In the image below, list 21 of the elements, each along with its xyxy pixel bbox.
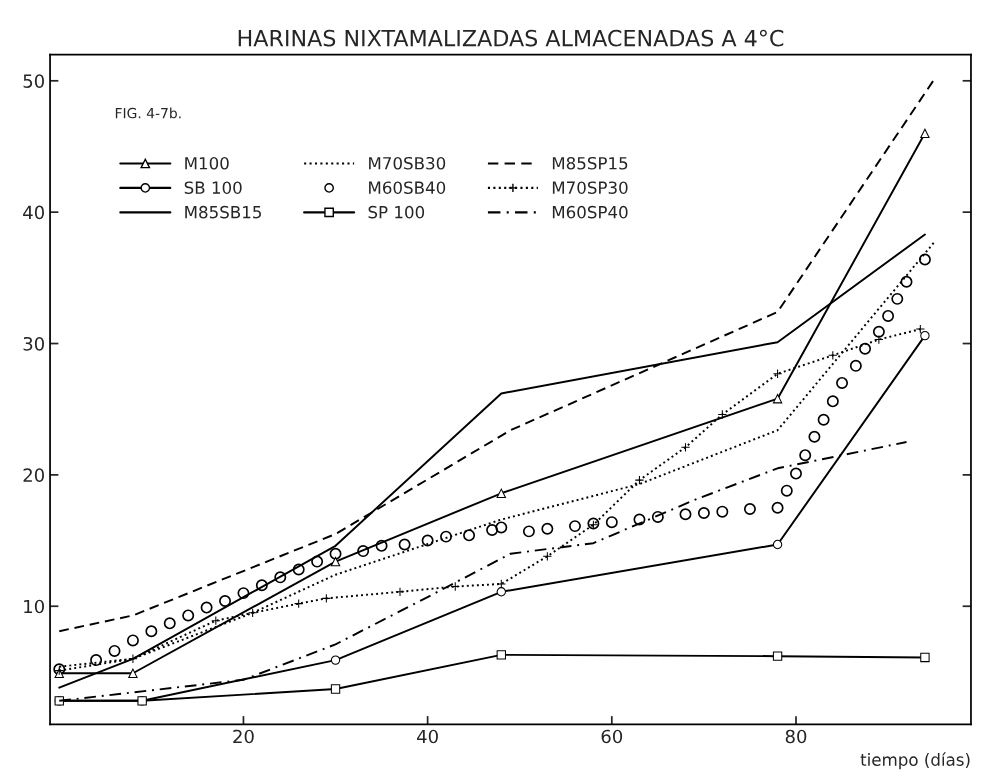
chart-title: HARINAS NIXTAMALIZADAS ALMACENADAS A 4°C (238, 29, 784, 47)
x-tick-label: 40 (417, 729, 438, 744)
legend-label: M60SB40 (369, 181, 446, 194)
y-tick-label: 10 (24, 599, 44, 614)
legend-label: M70SB30 (369, 156, 446, 170)
x-tick-label: 80 (785, 729, 807, 744)
x-tick-label: 60 (601, 729, 623, 744)
legend-label: M100 (185, 156, 229, 170)
legend-label: M85SB15 (185, 205, 261, 219)
legend-label: SP 100 (368, 205, 425, 219)
y-tick-label: 50 (23, 74, 44, 88)
y-tick-label: 20 (23, 468, 44, 482)
legend-label: M85SP15 (552, 156, 628, 170)
annotation: FIG. 4-7b. (115, 107, 181, 119)
legend-label: M70SP30 (552, 181, 628, 194)
y-tick-label: 30 (23, 336, 44, 351)
legend-label: SB 100 (184, 181, 242, 194)
x-tick-label: 20 (233, 729, 254, 744)
y-tick-label: 40 (23, 205, 44, 220)
x-axis-title: tiempo (días) (860, 752, 970, 770)
legend-label: M60SP40 (552, 205, 628, 219)
